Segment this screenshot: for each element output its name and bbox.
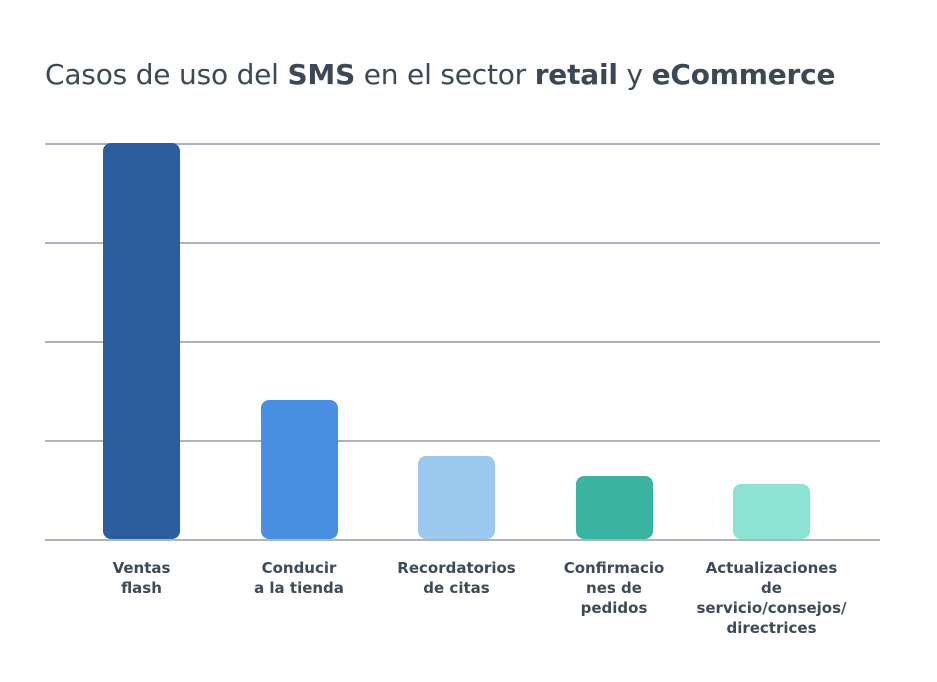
- bar-conducir-a-la-tienda: [260, 400, 338, 539]
- title-segment-bold-retail: retail: [534, 58, 618, 91]
- bar-confirmaciones-de-pedidos: [575, 475, 653, 539]
- category-label-line: Confirmacio: [563, 559, 665, 577]
- title-segment: Casos de uso del: [45, 58, 288, 91]
- category-label: Ventas flash: [54, 558, 230, 598]
- category-labels: Ventas flash Conducir a la tienda Recordator…: [0, 558, 937, 638]
- title-segment-bold-ecommerce: eCommerce: [651, 58, 836, 91]
- category-label: Confirmacio nes de pedidos: [526, 558, 702, 618]
- category-label: Conducir a la tienda: [211, 558, 387, 598]
- title-segment: en el sector: [355, 58, 535, 91]
- gridline: [45, 440, 880, 442]
- bar-actualizaciones-de-servicio-consejos-directrices: [733, 483, 810, 539]
- category-label-line: a la tienda: [254, 579, 344, 597]
- category-label-line: de servicio/consejos/: [696, 579, 847, 617]
- bar-ventas-flash: [103, 143, 180, 539]
- category-label-line: pedidos: [580, 599, 648, 617]
- title-segment-bold-sms: SMS: [287, 58, 356, 91]
- category-label-line: flash: [121, 579, 162, 597]
- gridline: [45, 539, 880, 541]
- category-label-line: Recordatorios: [397, 559, 516, 577]
- bar-recordatorios-de-citas: [418, 455, 495, 539]
- category-label-line: nes de: [586, 579, 642, 597]
- title-segment: y: [617, 58, 652, 91]
- category-label-line: Conducir: [261, 559, 337, 577]
- gridline: [45, 341, 880, 343]
- category-label-line: de citas: [423, 579, 490, 597]
- gridline: [45, 143, 880, 145]
- category-label: Actualizaciones de servicio/consejos/dire…: [684, 558, 860, 638]
- category-label-line: Ventas: [112, 559, 171, 577]
- gridline: [45, 242, 880, 244]
- category-label-line: Actualizaciones: [705, 559, 838, 577]
- plot-area: [45, 143, 880, 541]
- category-label: Recordatorios de citas: [369, 558, 545, 598]
- chart-title: Casos de uso del SMS en el sector retail…: [45, 56, 835, 94]
- category-label-line: directrices: [726, 619, 817, 637]
